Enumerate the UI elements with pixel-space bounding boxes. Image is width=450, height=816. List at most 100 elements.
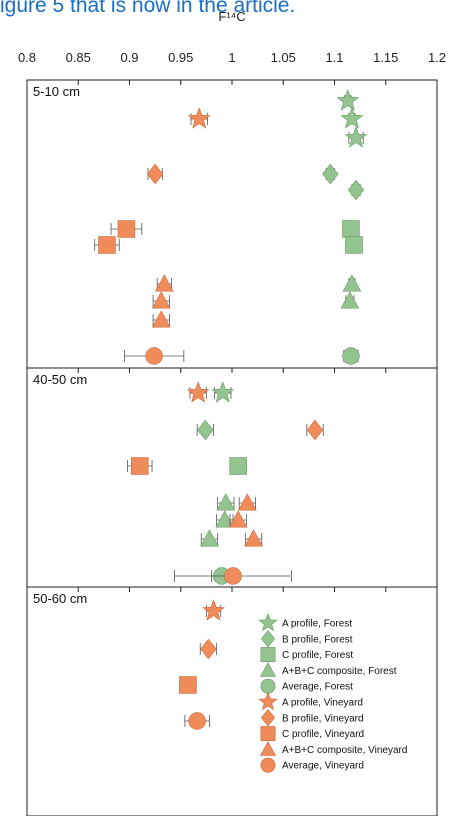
square-marker: [342, 220, 360, 238]
data-point: [184, 712, 210, 730]
diamond-marker: [347, 179, 365, 201]
data-point: [238, 493, 257, 511]
data-point: [340, 107, 364, 129]
square-marker: [117, 220, 136, 238]
triangle-marker: [342, 274, 362, 292]
data-point: [340, 291, 360, 309]
data-point: [186, 381, 210, 403]
panel-label: 40-50 cm: [33, 372, 87, 387]
data-point: [179, 676, 197, 694]
square-marker: [229, 457, 247, 475]
data-point: [174, 567, 292, 585]
x-tick-label: 1: [228, 50, 235, 65]
legend-square-marker: [260, 647, 276, 663]
data-point: [347, 179, 365, 201]
star-marker: [336, 89, 360, 111]
data-point: [202, 599, 225, 621]
legend-label: A profile, Forest: [282, 619, 352, 630]
star-marker: [340, 107, 364, 129]
data-point: [345, 236, 363, 254]
x-tick-label: 1.2: [428, 50, 446, 65]
triangle-marker: [215, 510, 235, 528]
legend-label: Average, Forest: [282, 682, 353, 693]
legend-diamond-marker: [261, 630, 275, 648]
data-point: [216, 493, 236, 511]
data-point: [196, 419, 214, 441]
data-point: [151, 310, 171, 328]
triangle-marker: [200, 529, 219, 547]
legend-label: Average, Vineyard: [282, 761, 364, 772]
triangle-marker: [151, 310, 171, 328]
diamond-marker: [146, 163, 164, 185]
legend-triangle-marker: [260, 662, 276, 677]
circle-marker: [224, 567, 242, 585]
star-marker: [211, 381, 235, 403]
x-tick-label: 1.1: [325, 50, 343, 65]
panel-frame: [26, 586, 438, 816]
data-point: [127, 457, 153, 475]
data-point: [151, 291, 171, 309]
data-point: [187, 107, 211, 129]
legend-circle-marker: [260, 757, 276, 773]
circle-marker: [342, 347, 360, 365]
panel-frame: [26, 367, 438, 588]
data-point: [336, 89, 360, 111]
legend-label: B profile, Vineyard: [282, 713, 364, 724]
data-point: [94, 236, 120, 254]
square-marker: [179, 676, 197, 694]
triangle-marker: [151, 291, 171, 309]
panel-frame: [26, 79, 438, 369]
data-point: [155, 274, 174, 292]
legend-label: C profile, Vineyard: [282, 729, 364, 740]
figure-caption: igure 5 that is now in the article.: [0, 0, 296, 17]
panel-label: 50-60 cm: [33, 591, 87, 606]
legend-label: B profile, Forest: [282, 634, 353, 645]
legend-label: A+B+C composite, Vineyard: [282, 745, 407, 756]
legend-label: C profile, Forest: [282, 650, 353, 661]
data-point: [244, 529, 263, 547]
data-point: [200, 529, 219, 547]
x-tick-label: 0.8: [18, 50, 36, 65]
panel-label: 5-10 cm: [33, 84, 80, 99]
x-tick-label: 0.85: [66, 50, 91, 65]
data-point: [306, 419, 324, 441]
star-marker: [344, 126, 368, 148]
legend-square-marker: [260, 726, 276, 742]
star-marker: [186, 381, 210, 403]
legend: A profile, Forest B profile, Forest C prof…: [258, 612, 407, 773]
diamond-marker: [200, 638, 217, 660]
data-point: [342, 220, 360, 238]
data-point: [199, 638, 218, 660]
data-point: [322, 163, 339, 185]
star-marker: [187, 107, 211, 129]
triangle-marker: [228, 510, 248, 528]
triangle-marker: [238, 493, 257, 511]
data-point: [123, 347, 185, 365]
x-axis-title: F¹⁴C: [218, 9, 245, 24]
legend-star-marker: [258, 691, 278, 711]
data-point: [228, 510, 248, 528]
legend-star-marker: [258, 612, 278, 632]
legend-label: A profile, Vineyard: [282, 698, 363, 709]
diamond-marker: [306, 419, 324, 441]
data-point: [211, 381, 235, 403]
data-point: [342, 274, 362, 292]
square-marker: [98, 236, 116, 254]
triangle-marker: [244, 529, 263, 547]
data-point: [344, 126, 368, 148]
star-marker: [202, 599, 225, 621]
circle-marker: [145, 347, 163, 365]
triangle-marker: [216, 493, 236, 511]
diamond-marker: [322, 163, 339, 185]
diamond-marker: [197, 419, 214, 441]
legend-circle-marker: [260, 678, 276, 694]
legend-diamond-marker: [261, 709, 275, 727]
x-tick-label: 1.15: [373, 50, 398, 65]
x-tick-label: 0.95: [168, 50, 193, 65]
legend-label: A+B+C composite, Forest: [282, 666, 397, 677]
data-point: [110, 220, 143, 238]
x-tick-label: 0.9: [120, 50, 138, 65]
data-point: [229, 457, 247, 475]
square-marker: [345, 236, 363, 254]
